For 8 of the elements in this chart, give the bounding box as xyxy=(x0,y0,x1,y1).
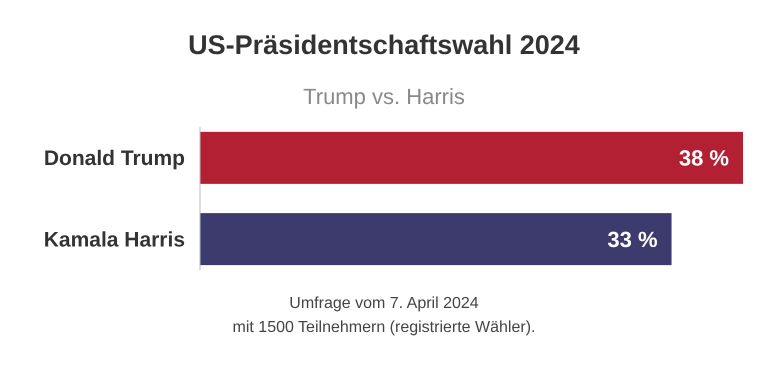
text: Umfrage vom 7. April 2024 xyxy=(289,295,479,312)
y-tick-label: Donald Trump xyxy=(44,147,185,170)
chart-title: US-Präsidentschaftswahl 2024 xyxy=(188,30,580,60)
data-label: 38 % xyxy=(678,146,729,171)
y-tick-label: Kamala Harris xyxy=(44,228,185,252)
chart-subtitle: Trump vs. Harris xyxy=(303,84,465,109)
text: mit 1500 Teilnehmern (registrierte Wähler). xyxy=(232,319,536,336)
data-label: 33 % xyxy=(607,226,658,252)
